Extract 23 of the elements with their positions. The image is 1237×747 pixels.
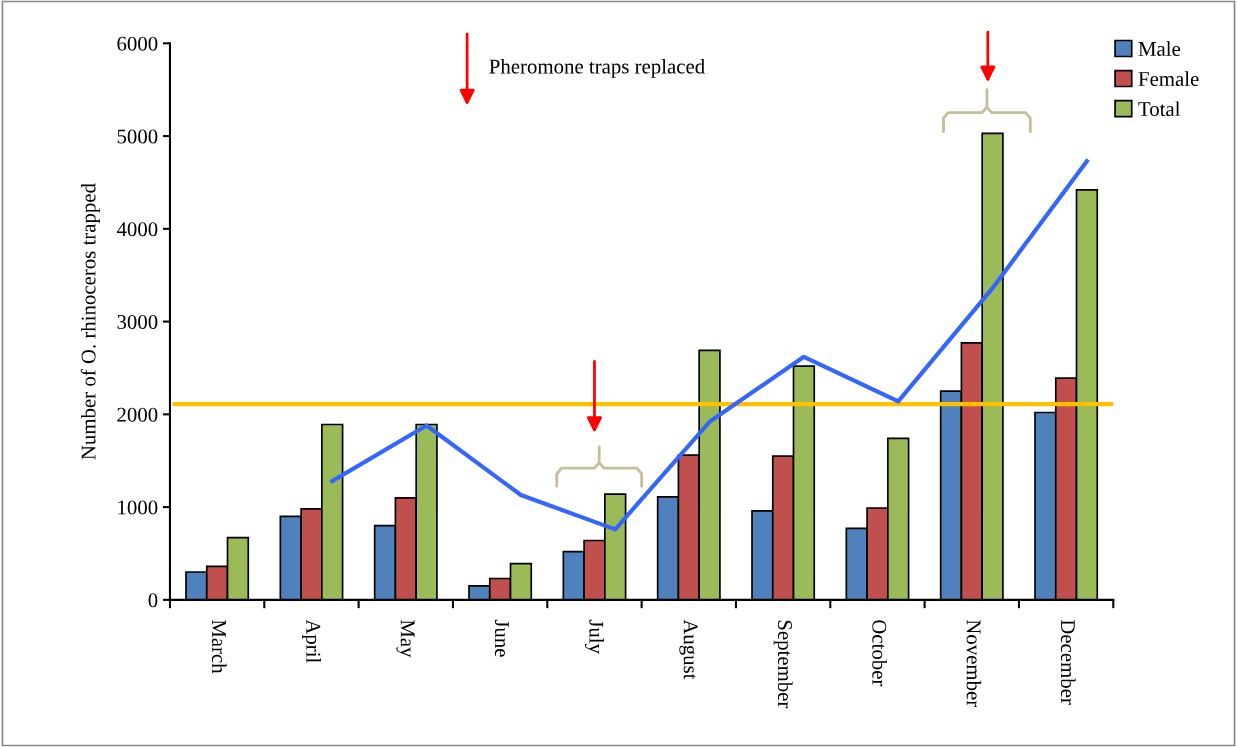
x-tick-label: July bbox=[584, 619, 604, 654]
x-tick-label: March bbox=[211, 619, 227, 674]
y-tick-label: 0 bbox=[148, 593, 158, 608]
y-tick-label: 2000 bbox=[117, 407, 158, 422]
y-tick-label: 3000 bbox=[117, 314, 158, 330]
legend-label: Total bbox=[1138, 101, 1181, 117]
y-tick-label: 1000 bbox=[118, 500, 158, 515]
x-tick-label: April bbox=[302, 619, 321, 663]
y-axis-title: Number of O. rhinoceros trapped bbox=[80, 183, 100, 460]
x-tick-label: November bbox=[966, 619, 982, 708]
line-series bbox=[330, 159, 1089, 532]
x-tick-label: October bbox=[872, 620, 887, 687]
x-tick-label: May bbox=[396, 619, 415, 658]
legend-label: Female bbox=[1138, 71, 1199, 86]
x-tick-label: December bbox=[1060, 619, 1076, 705]
x-tick-label: August bbox=[679, 619, 698, 680]
y-tick-label: 6000 bbox=[117, 36, 158, 51]
annotation: Pheromone traps replaced bbox=[489, 58, 705, 78]
y-tick-label: 4000 bbox=[116, 222, 158, 237]
x-tick-label: September bbox=[773, 620, 793, 709]
legend-label: Male bbox=[1138, 41, 1181, 56]
y-tick-label: 5000 bbox=[117, 129, 158, 144]
x-tick-label: June bbox=[494, 619, 509, 657]
